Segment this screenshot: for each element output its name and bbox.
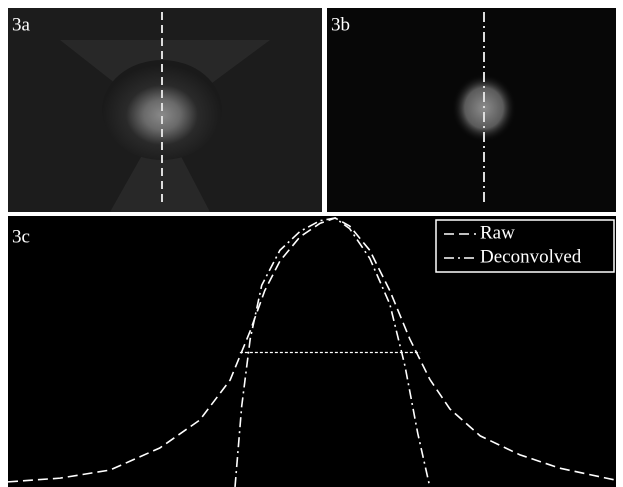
panel-label: 3a: [12, 14, 31, 35]
panel-b: 3b: [327, 8, 616, 212]
legend-label: Deconvolved: [480, 246, 582, 267]
panel-c: 3c Raw Deconvolved: [8, 216, 616, 487]
panel-label: 3b: [331, 14, 350, 35]
legend-label: Raw: [480, 222, 515, 243]
panel-label: 3c: [12, 226, 30, 247]
panel-a: 3a: [8, 8, 322, 212]
figure: 3a 3b 3c Raw Deconvolved: [0, 0, 623, 487]
